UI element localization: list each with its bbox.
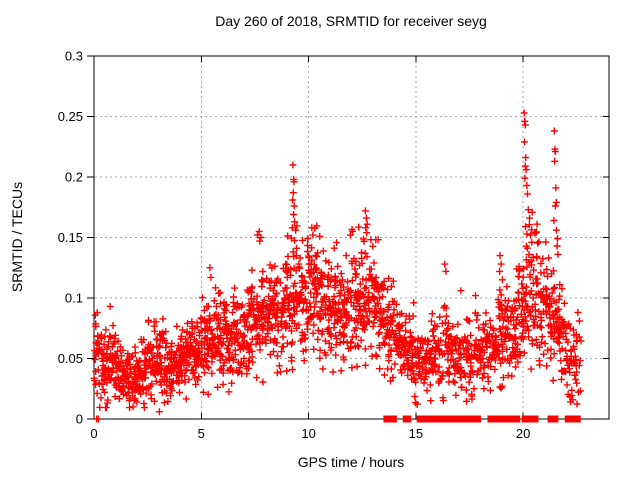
x-tick-label: 0 (90, 426, 97, 441)
zero-flag-segment (447, 415, 465, 423)
zero-flag-segment (440, 415, 452, 423)
zero-flag-segment (528, 415, 539, 423)
zero-flag-segment (493, 415, 505, 423)
x-axis-label: GPS time / hours (298, 454, 405, 470)
chart-title: Day 260 of 2018, SRMTID for receiver sey… (215, 13, 487, 29)
y-tick-label: 0.1 (65, 291, 83, 306)
scatter-points (90, 109, 585, 423)
zero-flag-segment (550, 415, 559, 423)
y-tick-label: 0.05 (58, 351, 83, 366)
y-tick-label: 0.3 (65, 49, 83, 64)
zero-flag-segment (487, 415, 500, 423)
zero-flag-segment (416, 415, 428, 423)
x-tick-label: 15 (409, 426, 423, 441)
zero-flag-segment (564, 415, 581, 423)
y-tick-label: 0 (76, 412, 83, 427)
plot-border (93, 55, 610, 420)
x-tick-label: 10 (301, 426, 315, 441)
zero-flag-segment (383, 415, 397, 423)
zero-flag-segment (501, 415, 512, 423)
y-tick-label: 0.2 (65, 170, 83, 185)
x-tick-label: 5 (198, 426, 205, 441)
zero-flag-segment (511, 415, 521, 423)
y-tick-label: 0.15 (58, 230, 83, 245)
y-axis-label: SRMTID / TECUs (9, 182, 25, 292)
x-tick-label: 20 (516, 426, 530, 441)
zero-flag-segment (472, 415, 481, 423)
zero-flag-segment (424, 415, 435, 423)
zero-flag-segment (429, 415, 443, 423)
zero-flag-segment (460, 415, 474, 423)
y-tick-label: 0.25 (58, 109, 83, 124)
zero-flag-segment (521, 415, 530, 423)
tick-labels: 0 0.05 0.1 0.15 0.2 0.25 0.3 0 5 10 15 20 (58, 49, 531, 442)
